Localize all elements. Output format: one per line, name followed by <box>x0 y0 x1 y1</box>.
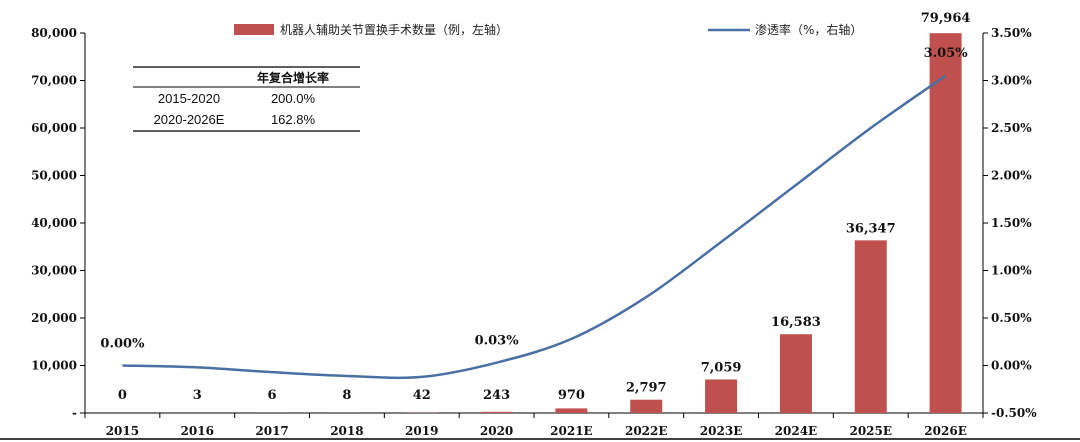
legend-bar-swatch <box>234 24 274 35</box>
bar-value-label: 970 <box>558 388 585 403</box>
bar <box>555 408 588 413</box>
bar <box>929 33 962 414</box>
bar <box>705 379 738 413</box>
bar-value-label: 36,347 <box>846 221 896 236</box>
y-left-tick-label: 50,000 <box>31 169 77 183</box>
y-left-tick-label: 10,000 <box>31 359 77 373</box>
table-row-2-value: 162.8% <box>271 112 316 127</box>
bar-value-label: 16,583 <box>771 315 821 330</box>
y-right-tick-label: 2.50% <box>991 121 1032 135</box>
bar-value-label: 8 <box>342 388 351 403</box>
x-tick-label: 2020 <box>480 424 513 438</box>
y-left-tick-label: 20,000 <box>31 311 77 325</box>
x-tick-label: 2023E <box>700 424 743 438</box>
penetration-line-path <box>122 74 947 380</box>
bar-value-label: 79,964 <box>921 11 971 26</box>
x-tick-label: 2021E <box>550 424 593 438</box>
bar <box>854 240 887 413</box>
legend-bar-label: 机器人辅助关节置换手术数量（例，左轴） <box>280 22 508 37</box>
cagr-table: 年复合增长率 2015-2020 200.0% 2020-2026E 162.8… <box>133 66 360 132</box>
x-tick-label: 2015 <box>106 424 139 438</box>
bar-value-label: 3 <box>193 388 202 403</box>
x-tick-label: 2016 <box>181 424 214 438</box>
bar-value-label: 243 <box>483 388 510 403</box>
table-row-1-period: 2015-2020 <box>158 91 220 106</box>
bar <box>779 334 812 413</box>
bar-value-label: 0 <box>118 388 127 403</box>
bar-value-label: 42 <box>413 388 431 403</box>
x-tick-label: 2019 <box>405 424 438 438</box>
legend: 机器人辅助关节置换手术数量（例，左轴） 渗透率（%，右轴） <box>234 22 862 37</box>
y-left-tick-label: 70,000 <box>31 74 77 88</box>
x-tick-label: 2024E <box>775 424 818 438</box>
bar-value-label: 7,059 <box>701 360 742 375</box>
y-right-tick-label: 0.00% <box>991 359 1032 373</box>
x-tick-label: 2022E <box>625 424 668 438</box>
y-left-tick-label: 30,000 <box>31 264 77 278</box>
y-left-tick-label: 80,000 <box>31 26 77 40</box>
y-right-tick-label: -0.50% <box>991 406 1037 420</box>
x-tick-label: 2018 <box>330 424 363 438</box>
x-tick-label: 2026E <box>924 424 967 438</box>
bar-value-label: 2,797 <box>626 381 667 396</box>
x-tick-label: 2017 <box>255 424 288 438</box>
table-header: 年复合增长率 <box>257 70 329 85</box>
table-row-2-period: 2020-2026E <box>154 112 225 127</box>
y-right-tick-label: 1.00% <box>991 264 1032 278</box>
y-right-tick-label: 0.50% <box>991 311 1032 325</box>
y-left-tick-label: - <box>72 406 77 420</box>
y-right-tick-label: 1.50% <box>991 216 1032 230</box>
bar-value-label: 6 <box>268 388 277 403</box>
y-right-tick-label: 3.00% <box>991 74 1032 88</box>
y-left-tick-label: 60,000 <box>31 121 77 135</box>
line-value-label: 0.03% <box>475 334 520 349</box>
x-tick-label: 2025E <box>849 424 892 438</box>
bar <box>630 399 663 413</box>
penetration-line <box>122 74 947 380</box>
line-value-label: 3.05% <box>924 46 969 61</box>
y-left-tick-label: 40,000 <box>31 216 77 230</box>
bars <box>181 33 962 414</box>
legend-line-label: 渗透率（%，右轴） <box>755 22 862 37</box>
y-right-tick-label: 3.50% <box>991 26 1032 40</box>
line-value-label: 0.00% <box>100 337 145 352</box>
axes: - 10,000 20,000 30,000 40,000 50,000 60,000 70,… <box>0 26 1080 440</box>
bar <box>480 411 513 413</box>
data-labels: 0 3 6 8 42 243 970 2,797 7,059 16,583 36,347 79,964… <box>100 11 970 403</box>
y-right-tick-label: 2.00% <box>991 169 1032 183</box>
table-row-1-value: 200.0% <box>271 91 316 106</box>
